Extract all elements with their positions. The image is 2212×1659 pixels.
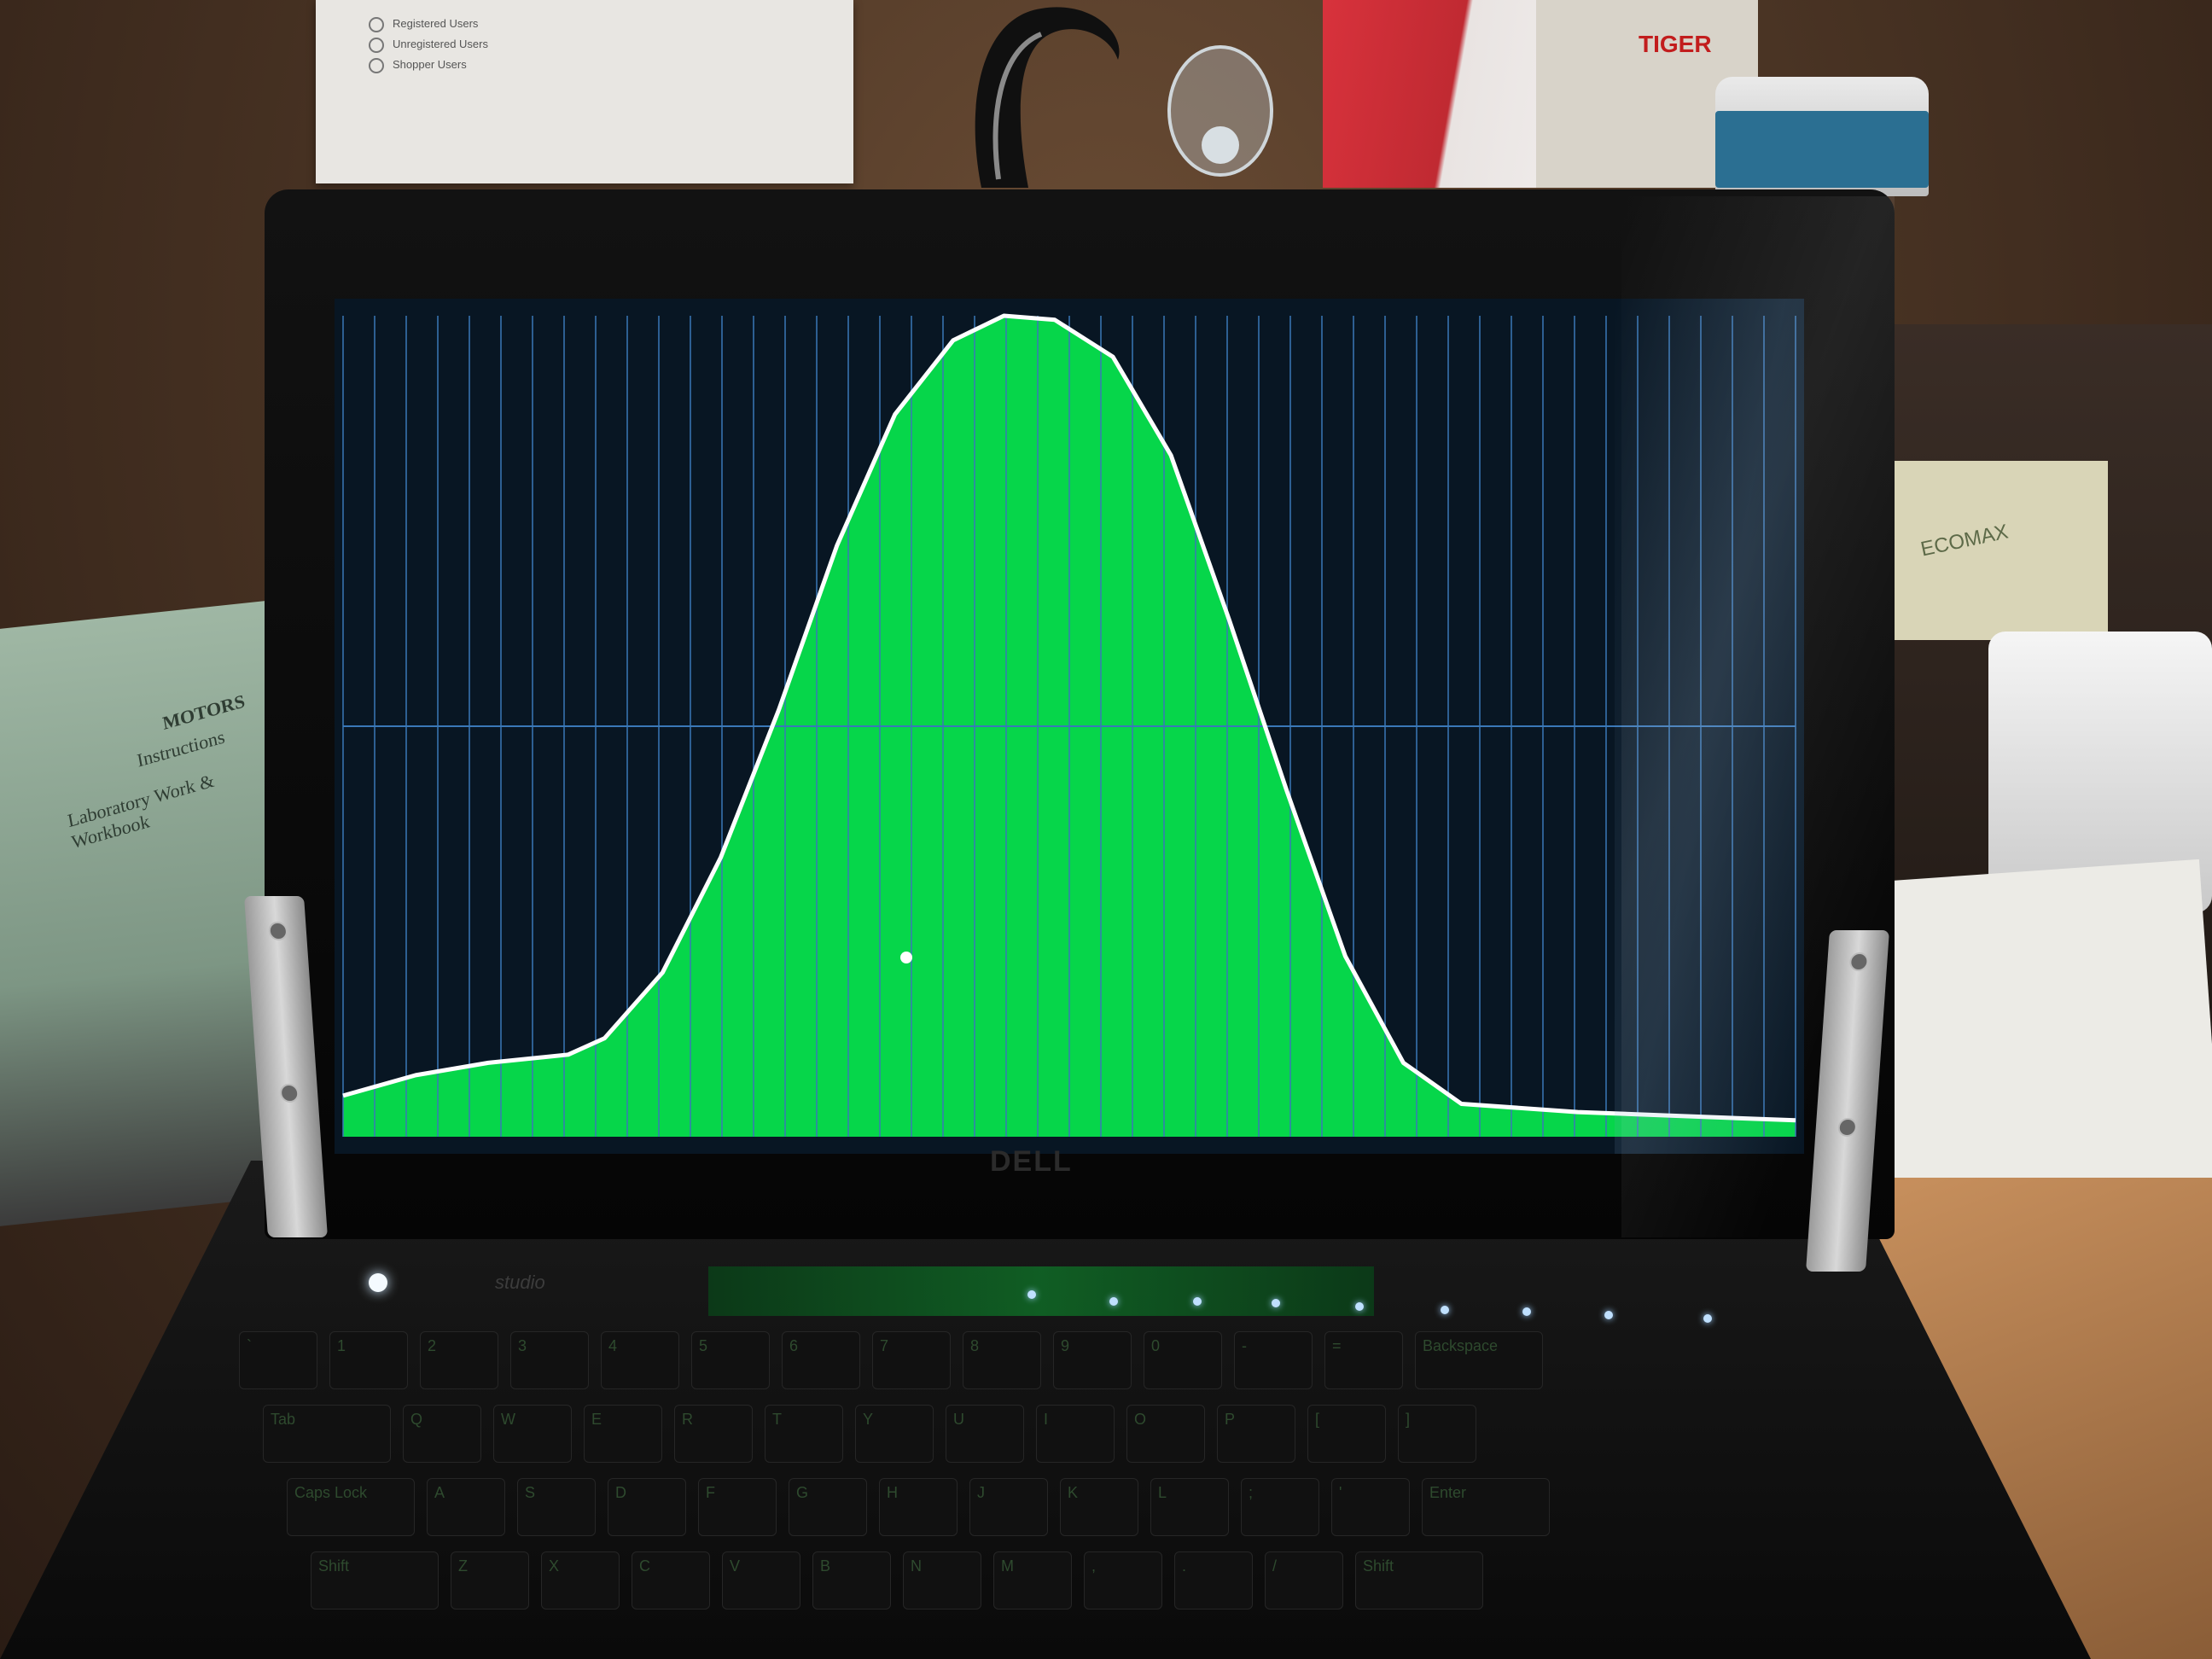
- note-line: Shopper Users: [393, 58, 467, 71]
- keyboard-key[interactable]: 2: [420, 1331, 498, 1389]
- keyboard-key[interactable]: U: [946, 1405, 1024, 1463]
- keyboard-key[interactable]: X: [541, 1551, 620, 1610]
- media-led-icon: [1522, 1307, 1531, 1316]
- book-stack: MOTORS Instructions Laboratory Work & Wo…: [0, 600, 273, 1226]
- keyboard-key[interactable]: Q: [403, 1405, 481, 1463]
- keyboard-key[interactable]: .: [1174, 1551, 1253, 1610]
- book-title: MOTORS: [160, 690, 247, 734]
- keyboard-key[interactable]: O: [1126, 1405, 1205, 1463]
- keyboard-key[interactable]: 1: [329, 1331, 408, 1389]
- keyboard-key[interactable]: D: [608, 1478, 686, 1536]
- black-hook-ornament: [975, 7, 1120, 188]
- glass-ornament: [1167, 45, 1273, 177]
- keyboard-key[interactable]: G: [789, 1478, 867, 1536]
- keyboard-key[interactable]: E: [584, 1405, 662, 1463]
- keyboard-key[interactable]: 6: [782, 1331, 860, 1389]
- book-subtitle: Laboratory Work & Workbook: [66, 769, 216, 853]
- keyboard-key[interactable]: Shift: [311, 1551, 439, 1610]
- laptop-screen: [335, 299, 1804, 1154]
- checkbox-icon: [369, 38, 384, 53]
- media-led-icon: [1703, 1314, 1712, 1323]
- bezel-reflection: [1621, 196, 1895, 1237]
- note-line: Unregistered Users: [393, 38, 488, 50]
- keyboard-key[interactable]: 3: [510, 1331, 589, 1389]
- keyboard-key[interactable]: W: [493, 1405, 572, 1463]
- bell-curve-plot: [335, 299, 1804, 1154]
- keyboard-key[interactable]: ,: [1084, 1551, 1162, 1610]
- media-led-icon: [1604, 1311, 1613, 1319]
- keyboard-key[interactable]: S: [517, 1478, 596, 1536]
- keyboard-key[interactable]: -: [1234, 1331, 1313, 1389]
- keyboard-key[interactable]: H: [879, 1478, 958, 1536]
- keyboard-key[interactable]: P: [1217, 1405, 1295, 1463]
- keyboard-key[interactable]: Y: [855, 1405, 934, 1463]
- laptop-model-label: studio: [495, 1272, 545, 1293]
- pinned-paper-note: Registered Users Unregistered Users Shop…: [316, 0, 853, 183]
- keyboard-key[interactable]: L: [1150, 1478, 1229, 1536]
- keyboard-key[interactable]: B: [812, 1551, 891, 1610]
- screw-icon: [268, 922, 288, 940]
- note-line: Registered Users: [393, 17, 479, 30]
- keyboard-key[interactable]: A: [427, 1478, 505, 1536]
- media-led-icon: [1193, 1297, 1202, 1306]
- keyboard-key[interactable]: 7: [872, 1331, 951, 1389]
- eco-label: ECOMAX: [1918, 520, 2011, 562]
- keyboard-key[interactable]: Shift: [1355, 1551, 1483, 1610]
- laptop-logo: DELL: [990, 1145, 1073, 1178]
- keyboard-key[interactable]: ;: [1241, 1478, 1319, 1536]
- keyboard-key[interactable]: N: [903, 1551, 981, 1610]
- keyboard-key[interactable]: I: [1036, 1405, 1115, 1463]
- cup-band: [1715, 111, 1929, 188]
- keyboard-key[interactable]: `: [239, 1331, 317, 1389]
- keyboard-key[interactable]: Enter: [1422, 1478, 1550, 1536]
- keyboard-key[interactable]: Z: [451, 1551, 529, 1610]
- keyboard-key[interactable]: 9: [1053, 1331, 1132, 1389]
- cup: [1715, 77, 1929, 196]
- keyboard-key[interactable]: Caps Lock: [287, 1478, 415, 1536]
- keyboard-key[interactable]: F: [698, 1478, 777, 1536]
- book-subtitle: Instructions: [135, 725, 227, 771]
- mouse-cursor-dot: [900, 952, 912, 963]
- media-led-icon: [1109, 1297, 1118, 1306]
- keyboard-key[interactable]: Tab: [263, 1405, 391, 1463]
- green-backlit-strip: [708, 1266, 1374, 1316]
- keyboard-key[interactable]: Backspace: [1415, 1331, 1543, 1389]
- checkbox-icon: [369, 58, 384, 73]
- keyboard-key[interactable]: 8: [963, 1331, 1041, 1389]
- keyboard-key[interactable]: V: [722, 1551, 800, 1610]
- keyboard-key[interactable]: =: [1324, 1331, 1403, 1389]
- media-led-icon: [1272, 1299, 1280, 1307]
- eco-box: ECOMAX: [1895, 461, 2108, 640]
- keyboard-key[interactable]: [: [1307, 1405, 1386, 1463]
- keyboard-key[interactable]: 4: [601, 1331, 679, 1389]
- keyboard-key[interactable]: 0: [1144, 1331, 1222, 1389]
- keyboard: ` 1 2 3 4 5 6 7 8 9 0- = Backspace Tab Q W E R T Y U I O P[] Cap…: [188, 1314, 1809, 1659]
- tiger-label: TIGER: [1639, 31, 1712, 57]
- keyboard-key[interactable]: T: [765, 1405, 843, 1463]
- keyboard-key[interactable]: 5: [691, 1331, 770, 1389]
- keyboard-key[interactable]: K: [1060, 1478, 1138, 1536]
- power-led-icon: [369, 1273, 387, 1292]
- keyboard-key[interactable]: R: [674, 1405, 753, 1463]
- screen-glare: [1615, 299, 1804, 1154]
- keyboard-key[interactable]: C: [632, 1551, 710, 1610]
- keyboard-key[interactable]: ]: [1398, 1405, 1476, 1463]
- checkbox-icon: [369, 17, 384, 32]
- bell-curve-line: [342, 313, 1796, 1123]
- media-led-icon: [1441, 1306, 1449, 1314]
- screw-icon: [279, 1084, 300, 1103]
- keyboard-key[interactable]: /: [1265, 1551, 1343, 1610]
- keyboard-key[interactable]: M: [993, 1551, 1072, 1610]
- keyboard-key[interactable]: ': [1331, 1478, 1410, 1536]
- keyboard-key[interactable]: J: [969, 1478, 1048, 1536]
- media-led-icon: [1027, 1290, 1036, 1299]
- media-led-icon: [1355, 1302, 1364, 1311]
